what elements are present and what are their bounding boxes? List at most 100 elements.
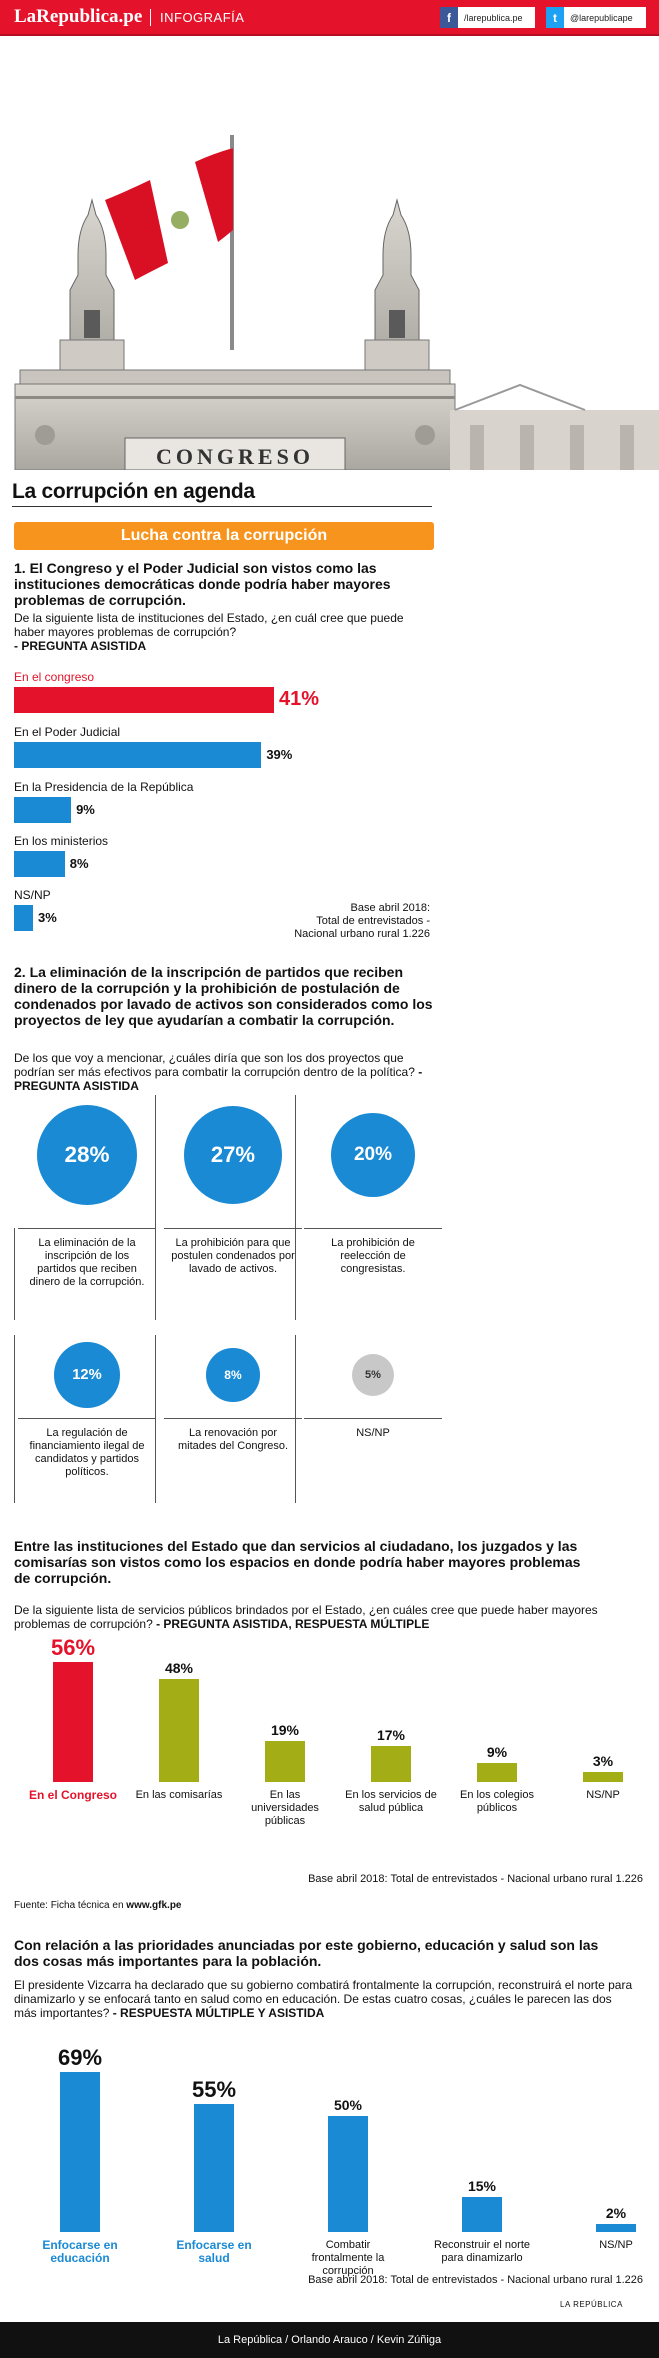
twitter-handle: @larepublicape [570, 12, 633, 23]
q2-bubble-value: 8% [224, 1367, 242, 1382]
q2-subtitle: De los que voy a mencionar, ¿cuáles dirí… [14, 1051, 434, 1093]
facebook-link[interactable]: f /larepublica.pe [440, 7, 535, 28]
q1-value-label: 39% [266, 747, 293, 762]
q4-bar [328, 2116, 368, 2232]
q1-category-label: NS/NP [14, 888, 51, 902]
q1-value-label: 9% [76, 802, 95, 817]
footer: La República / Orlando Arauco / Kevin Zú… [0, 2322, 659, 2358]
q2-divider [295, 1095, 296, 1320]
q1-bar [14, 905, 34, 931]
q3-subtitle: De la siguiente lista de servicios públi… [14, 1603, 614, 1631]
q3-bar [159, 1679, 199, 1782]
q4-title: Con relación a las prioridades anunciada… [14, 1937, 599, 1969]
header-divider [150, 9, 151, 26]
q2-title: 2. La eliminación de la inscripción de p… [14, 964, 433, 1028]
page-title: La corrupción en agenda [12, 480, 255, 503]
source-note: Fuente: Ficha técnica en www.gfk.pe [14, 1900, 182, 1911]
q4-value-label: 15% [467, 2178, 497, 2195]
facebook-icon: f [440, 7, 458, 28]
q2-divider [155, 1095, 156, 1320]
q1-category-label: En los ministerios [14, 834, 109, 848]
q3-category-label: En el Congreso [28, 1788, 117, 1802]
q1-base-line: Total de entrevistados - [316, 915, 430, 927]
peru-flag [105, 148, 233, 280]
q1-base-line: Base abril 2018: [350, 902, 431, 914]
brand-logo[interactable]: LaRepublica.pe [14, 6, 143, 27]
q1-category-label: En el Poder Judicial [14, 725, 121, 739]
q1-bar [14, 687, 274, 713]
q2-divider [18, 1418, 156, 1419]
q1-subtitle-text: De la siguiente lista de instituciones d… [14, 611, 404, 639]
q1-value-label: 41% [279, 688, 320, 710]
q2-bubble-label: NS/NP [356, 1427, 390, 1439]
q2-bubble: 27% [183, 1105, 283, 1205]
q3-base-note: Base abril 2018: Total de entrevistados … [308, 1873, 643, 1885]
q2-divider [304, 1228, 442, 1229]
q1-bar [14, 742, 262, 768]
q3-bar [265, 1741, 305, 1782]
q2-bubble-value: 5% [365, 1368, 381, 1381]
q2-divider [304, 1418, 442, 1419]
q2-bubble-value: 27% [210, 1141, 256, 1167]
q4-value-label: 50% [333, 2097, 363, 2114]
q3-value-label: 48% [164, 1660, 194, 1677]
q3-value-label: 19% [270, 1722, 300, 1739]
congress-building-image: CONGRESO [14, 135, 659, 471]
q2-subtitle-text: De los que voy a mencionar, ¿cuáles dirí… [14, 1051, 415, 1079]
q2-bubble-label: La regulación de financiamiento ilegal d… [29, 1427, 145, 1478]
q1-tag: - PREGUNTA ASISTIDA [14, 639, 147, 653]
q2-bubble-label: La eliminación de la inscripción de los … [29, 1237, 145, 1288]
congreso-label: CONGRESO [156, 444, 314, 469]
q4-value-label: 55% [191, 2077, 237, 2103]
q1-value-label: 3% [38, 910, 57, 925]
q2-divider [164, 1228, 302, 1229]
facebook-handle: /larepublica.pe [464, 12, 523, 23]
q3-bar [477, 1762, 517, 1782]
twitter-icon: t [546, 7, 564, 28]
q2-bubble: 12% [54, 1342, 120, 1408]
q4-bar [60, 2072, 100, 2232]
q3-value-label: 17% [376, 1726, 406, 1743]
q1-subtitle: De la siguiente lista de instituciones d… [14, 611, 434, 653]
title-underline [12, 506, 432, 507]
section-banner: Lucha contra la corrupción [14, 522, 434, 550]
q2-divider [295, 1335, 296, 1503]
q1-bar [14, 797, 72, 823]
q2-bubble-label: La prohibición de reelección de congresi… [331, 1237, 415, 1275]
q3-value-label: 9% [486, 1743, 508, 1760]
q4-bar [596, 2224, 636, 2232]
q2-bubble: 20% [330, 1112, 416, 1198]
source-link[interactable]: www.gfk.pe [126, 1900, 182, 1911]
q2-bubble: 8% [206, 1348, 260, 1402]
section-label: INFOGRAFÍA [160, 10, 245, 25]
q4-category-label: Combatir frontalmente la corrupción [311, 2239, 385, 2277]
q2-bubble-value: 20% [353, 1143, 392, 1165]
hero-illustration: CONGRESO [0, 40, 659, 471]
q1-base-line: Nacional urbano rural 1.226 [294, 928, 430, 940]
q2-bubble-label: La prohibición para que postulen condena… [171, 1237, 295, 1275]
q3-bar [371, 1745, 411, 1782]
q1-bar [14, 851, 65, 877]
q2-divider [164, 1418, 302, 1419]
q4-category-label: Enfocarse en educación [42, 2238, 118, 2265]
twitter-link[interactable]: t @larepublicape [546, 7, 646, 28]
q3-category-label: En los servicios de salud pública [345, 1789, 437, 1814]
q1-value-label: 8% [69, 856, 89, 871]
q3-category-label: NS/NP [586, 1789, 620, 1801]
q4-subtitle: El presidente Vizcarra ha declarado que … [14, 1978, 634, 2020]
q2-divider [14, 1335, 15, 1503]
q2-bubble: 5% [351, 1353, 395, 1397]
q4-subtitle-text: El presidente Vizcarra ha declarado que … [14, 1978, 633, 2020]
q1-base-note: Base abril 2018: Total de entrevistados … [250, 902, 430, 941]
q3-tag: - PREGUNTA ASISTIDA, RESPUESTA MÚLTIPLE [156, 1617, 430, 1631]
left-tower [59, 198, 125, 371]
q3-value-label: 3% [592, 1753, 614, 1769]
q2-bubble-label: La renovación por mitades del Congreso. [177, 1427, 289, 1452]
q4-bar [462, 2197, 502, 2232]
q3-value-label: 56% [50, 1635, 96, 1660]
right-tower [364, 198, 430, 371]
source-prefix: Fuente: Ficha técnica en [14, 1900, 124, 1911]
q3-title: Entre las instituciones del Estado que d… [14, 1538, 581, 1586]
q3-subtitle-text: De la siguiente lista de servicios públi… [14, 1603, 598, 1631]
q1-title: 1. El Congreso y el Poder Judicial son v… [14, 560, 391, 608]
